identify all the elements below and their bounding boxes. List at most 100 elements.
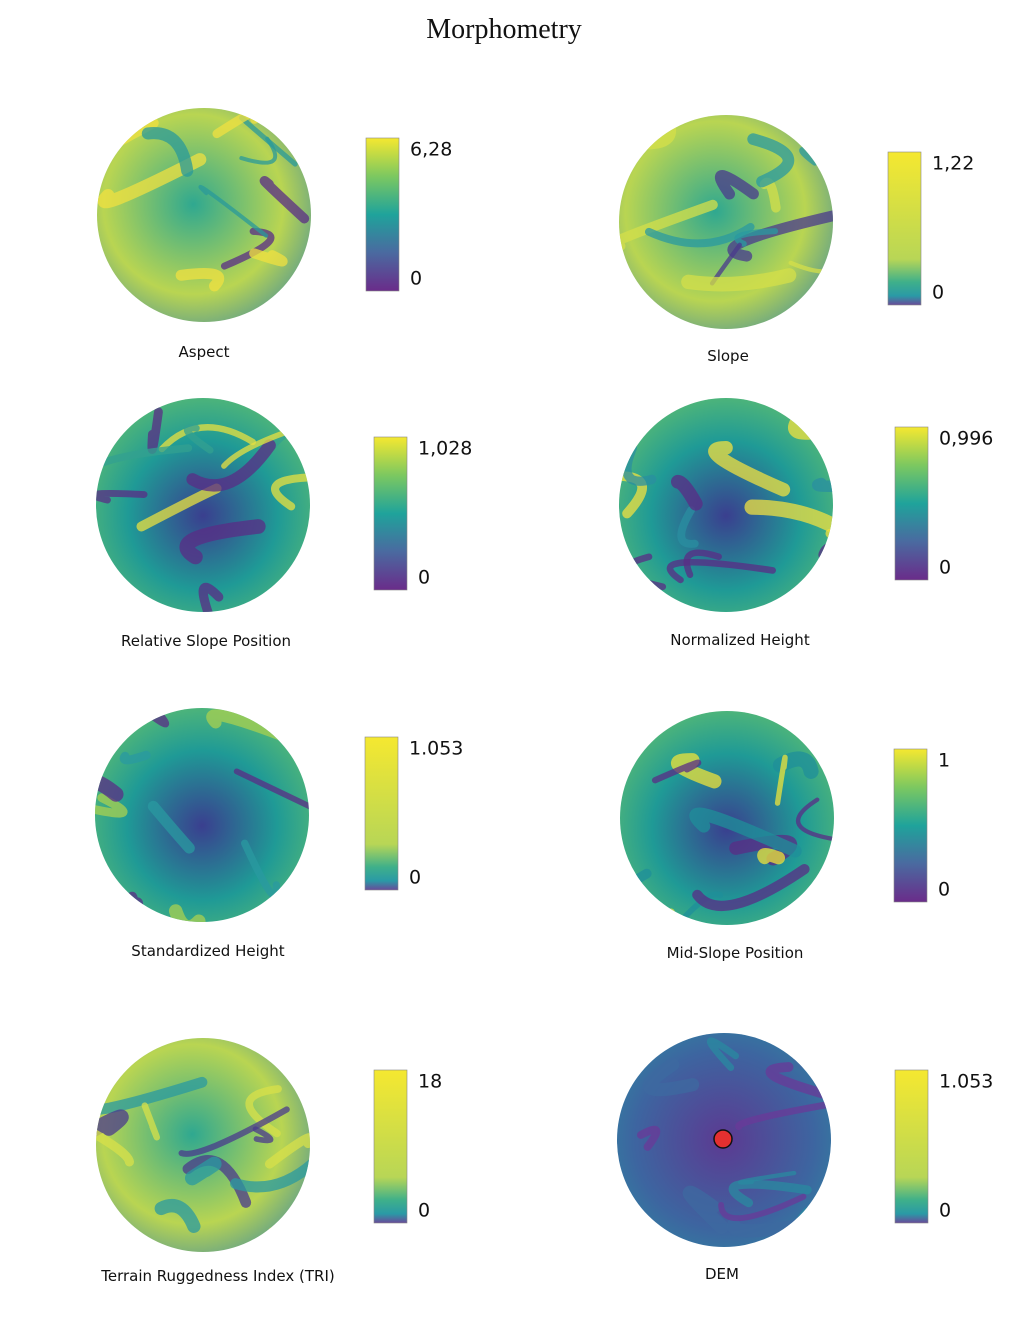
terrain-stroke [795,797,834,846]
terrain-stroke [131,708,170,728]
terrain-stroke [303,860,309,904]
terrain-stroke [682,1185,729,1235]
terrain-stroke [281,306,311,322]
terrain-stroke [175,268,225,292]
terrain-stroke [689,807,802,858]
terrain-stroke [683,549,722,579]
terrain-stroke [96,591,117,612]
terrain-stroke [747,133,795,188]
colorbar-max-label: 0,996 [939,428,993,450]
map-caption: Terrain Ruggedness Index (TRI) [100,1267,335,1285]
terrain-stroke [292,1051,310,1077]
colorbar-max-label: 18 [418,1071,442,1093]
terrain-stroke [735,1098,831,1131]
map-panel: 1.053 0 Standardized Height [95,708,463,960]
terrain-stroke [104,909,154,922]
colorbar [887,151,922,306]
terrain-stroke [141,1102,160,1141]
terrain-stroke [815,398,833,436]
terrain-stroke [96,489,148,504]
map-panel: 1.053 0 DEM [617,1033,993,1283]
terrain-stroke [714,170,759,200]
map-caption: Mid-Slope Position [667,944,804,962]
terrain-stroke [147,800,195,854]
map-caption: Slope [707,347,749,365]
terrain-stroke [96,604,122,612]
colorbar-min-label: 0 [418,1200,430,1222]
terrain-stroke [230,1142,310,1193]
terrain-stroke [126,891,146,922]
colorbar-min-label: 0 [932,282,944,304]
terrain-stroke [97,153,207,209]
terrain-stroke [651,759,702,784]
terrain-stroke [154,1199,201,1233]
terrain-stroke [728,1179,812,1208]
terrain-stroke [670,474,703,511]
map-caption: Normalized Height [670,631,810,649]
terrain-stroke [765,1062,831,1104]
terrain-stroke [794,115,833,123]
terrain-stroke [706,1037,740,1071]
terrain-stroke [264,1132,310,1169]
terrain-stroke [636,1125,661,1151]
terrain-stroke [671,753,722,789]
colorbar-max-label: 1,028 [418,438,472,460]
terrain-stroke [642,1057,700,1097]
terrain-stroke [158,424,256,453]
map-texture [620,728,834,925]
terrain-stroke [681,268,797,292]
figure-title: Morphometry [426,14,582,45]
terrain-stroke [718,1193,807,1222]
colorbar [364,736,399,891]
terrain-stroke [620,868,652,915]
terrain-stroke [273,108,311,133]
terrain-stroke [666,558,776,584]
terrain-stroke [271,473,310,511]
terrain-stroke [96,1128,134,1167]
colorbar-min-label: 0 [418,567,430,589]
map-caption: Relative Slope Position [121,632,291,650]
terrain-stroke [168,904,206,922]
colorbar-max-label: 1.053 [409,738,463,760]
terrain-stroke [619,115,676,150]
colorbar-max-label: 1,22 [932,153,974,175]
terrain-stroke [823,1205,831,1239]
colorbar [893,748,928,903]
terrain-stroke [737,1170,797,1185]
terrain-stroke [179,519,266,565]
terrain-stroke [241,839,281,900]
map-panel: 0,996 0 Normalized Height [619,398,993,649]
terrain-stroke [245,1085,282,1138]
terrain-stroke [95,793,128,818]
terrain-stroke [147,407,163,454]
terrain-stroke [183,424,214,454]
colorbar [373,436,408,591]
terrain-stroke [178,1106,290,1157]
map-caption: Aspect [179,343,230,361]
terrain-stroke [757,848,786,865]
terrain-stroke [796,1206,831,1238]
colorbar-min-label: 0 [409,867,421,889]
terrain-stroke [788,398,833,440]
terrain-stroke [233,768,309,810]
terrain-stroke [619,199,718,254]
map-panel: 1,22 0 Slope [619,115,974,365]
map-caption: DEM [705,1265,739,1283]
colorbar [894,1069,929,1224]
map-disc [619,398,833,612]
colorbar [373,1069,408,1224]
terrain-stroke [259,175,310,224]
terrain-stroke [775,1240,808,1247]
terrain-stroke [818,541,833,568]
map-caption: Standardized Height [131,942,285,960]
terrain-stroke [252,1126,274,1144]
colorbar-min-label: 0 [939,1200,951,1222]
terrain-stroke [817,115,833,164]
location-marker [713,1129,733,1149]
terrain-stroke [198,184,269,238]
terrain-stroke [186,439,276,492]
terrain-stroke [744,499,833,543]
terrain-stroke [644,222,755,248]
terrain-stroke [119,750,151,765]
